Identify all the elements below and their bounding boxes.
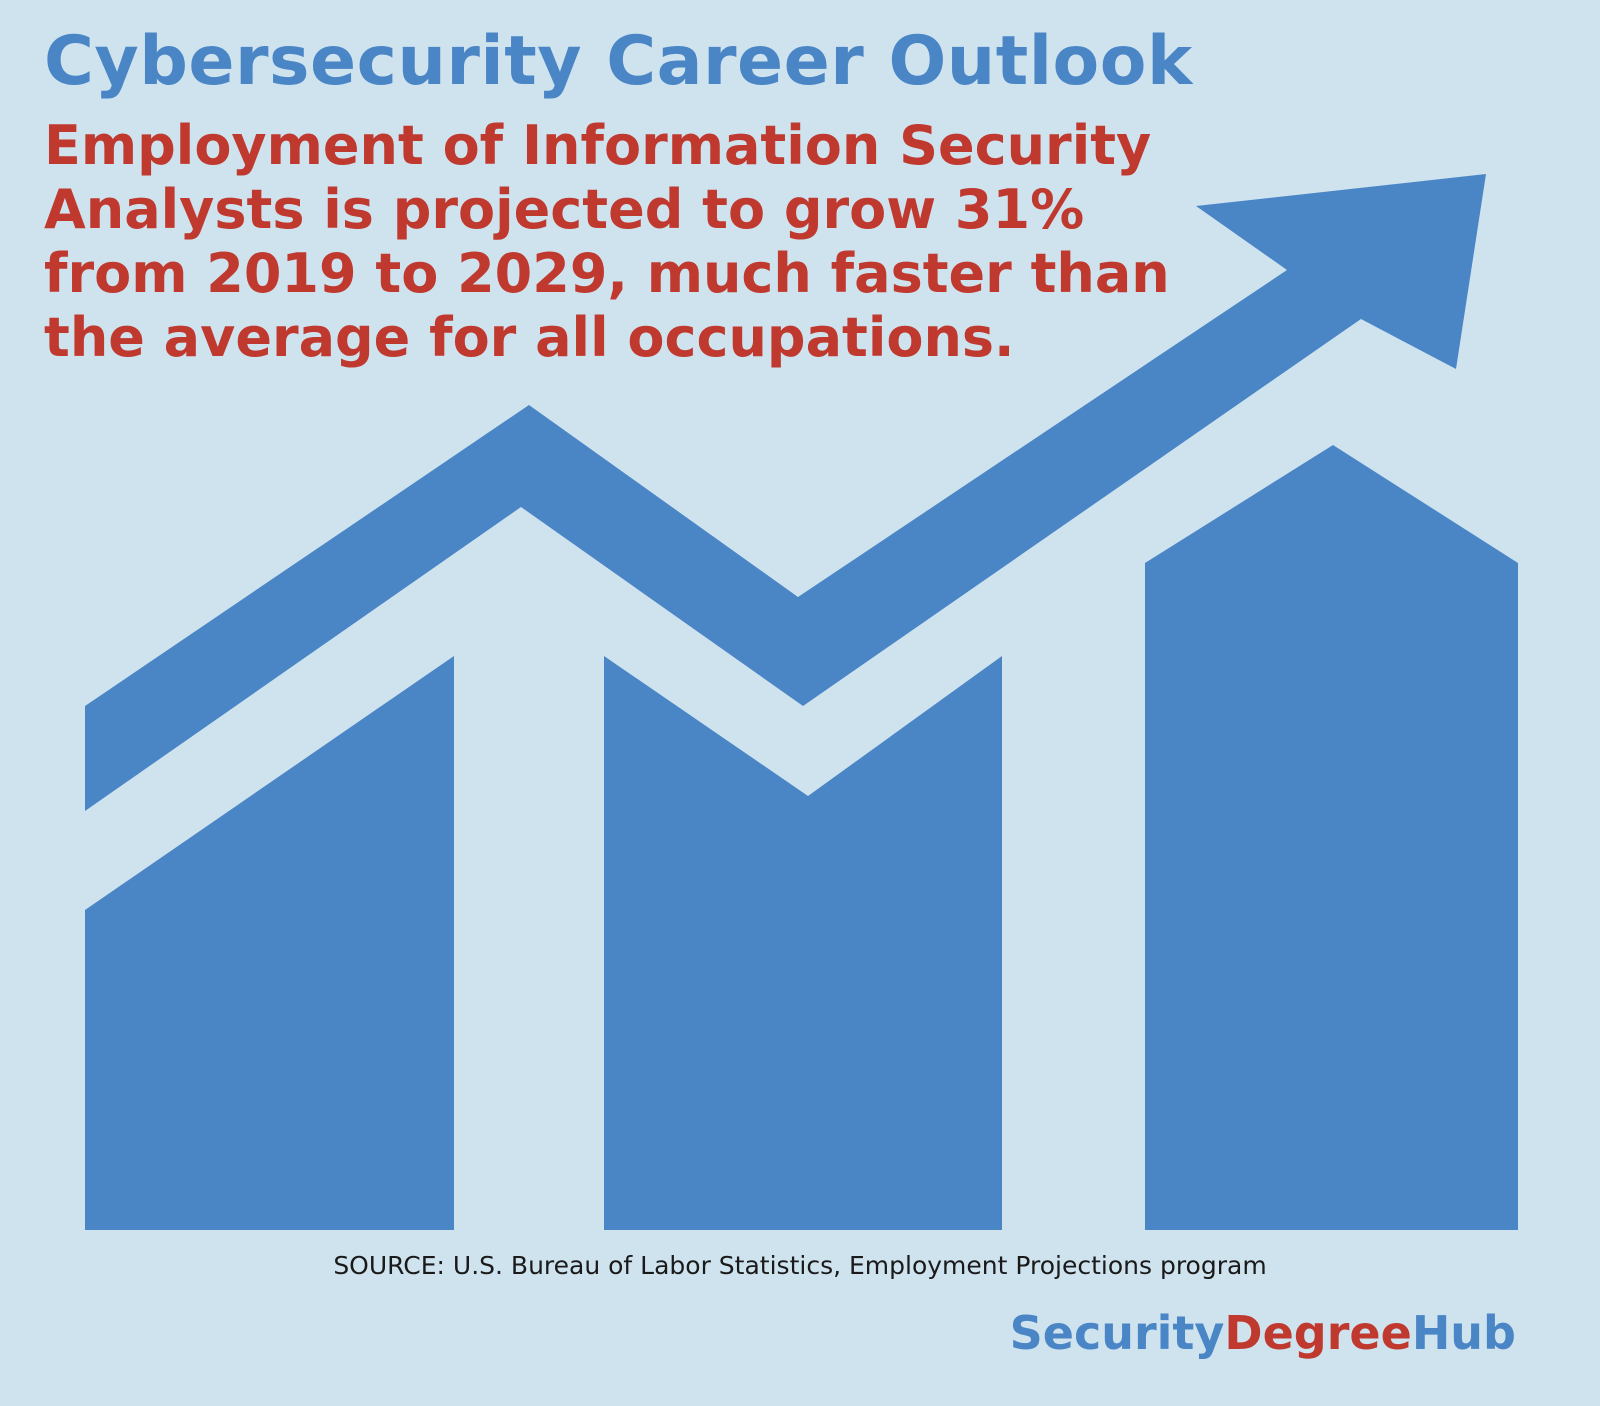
source-citation: SOURCE: U.S. Bureau of Labor Statistics,…	[333, 1251, 1267, 1280]
headline-line: Employment of Information Security	[44, 114, 1152, 177]
headline-line: Analysts is projected to grow 31%	[44, 178, 1085, 241]
bar-middle	[604, 656, 1002, 1230]
trend-arrow-icon	[85, 174, 1486, 811]
page-title: Cybersecurity Career Outlook	[44, 22, 1193, 101]
bar-left	[85, 656, 454, 1230]
brand-part-degree: Degree	[1224, 1306, 1412, 1360]
brand-part-hub: Hub	[1411, 1306, 1516, 1360]
headline-line: the average for all occupations.	[44, 306, 1015, 369]
headline-line: from 2019 to 2029, much faster than	[44, 242, 1170, 305]
brand-logo: SecurityDegreeHub	[1010, 1306, 1516, 1360]
bar-right	[1145, 445, 1518, 1230]
headline-statement: Employment of Information Security Analy…	[44, 114, 1344, 370]
brand-part-security: Security	[1009, 1306, 1225, 1360]
